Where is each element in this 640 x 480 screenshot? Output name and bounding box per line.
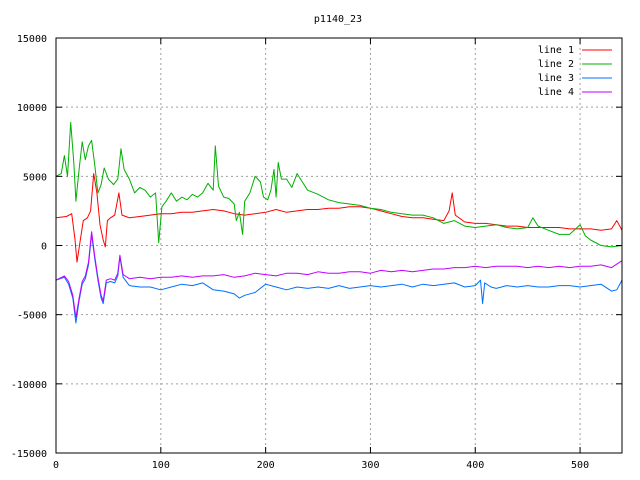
x-tick-label: 0 [53, 460, 59, 471]
legend-label: line 4 [538, 87, 574, 98]
legend: line 1 line 2 line 3 line 4 [538, 45, 612, 98]
x-tick-label: 300 [361, 460, 379, 471]
series-layer [55, 121, 623, 324]
y-tick-label: 10000 [17, 103, 47, 114]
legend-label: line 1 [538, 45, 574, 56]
y-tick-label: 15000 [17, 34, 47, 45]
y-tick-label: 0 [41, 242, 47, 253]
y-tick-label: -15000 [11, 449, 47, 460]
x-tick-label: 500 [571, 460, 589, 471]
legend-label: line 2 [538, 59, 574, 70]
series-line-2 [55, 121, 623, 248]
x-tick-label: 100 [152, 460, 170, 471]
y-tick-label: -10000 [11, 380, 47, 391]
y-tick-label: 5000 [23, 172, 47, 183]
series-line-3 [55, 233, 623, 324]
series-line-1 [55, 173, 623, 263]
series-line-4 [55, 231, 623, 318]
axes: 0 100 200 300 400 500 -15000 -10000 -5000 0 5000 10… [11, 34, 622, 471]
x-tick-label: 200 [257, 460, 275, 471]
x-tick-label: 400 [466, 460, 484, 471]
chart-title: p1140_23 [314, 14, 362, 25]
grid [56, 38, 622, 453]
y-tick-label: -5000 [17, 311, 47, 322]
legend-label: line 3 [538, 73, 574, 84]
